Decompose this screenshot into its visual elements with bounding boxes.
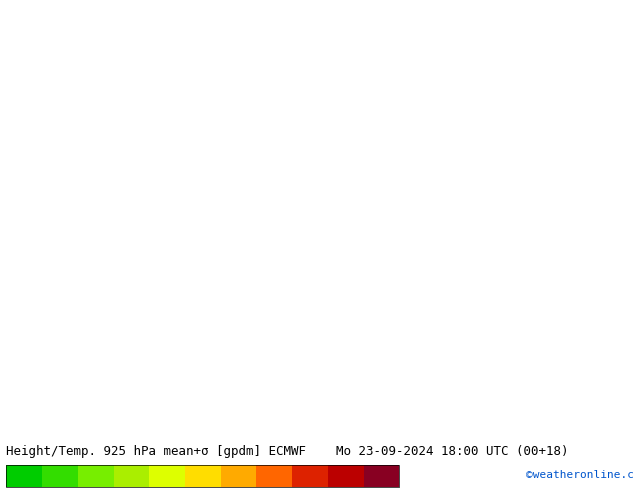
Bar (78, 466, 113, 488)
Text: Height/Temp. 925 hPa mean+σ [gpdm] ECMWF    Mo 23-09-2024 18:00 UTC (00+18): Height/Temp. 925 hPa mean+σ [gpdm] ECMWF… (6, 445, 569, 458)
Bar (6, 466, 399, 488)
Bar (221, 466, 257, 488)
Bar (292, 466, 328, 488)
Bar (42, 466, 78, 488)
Bar (257, 466, 292, 488)
Bar (113, 466, 149, 488)
Bar (185, 466, 221, 488)
Bar (364, 466, 399, 488)
Bar (6, 466, 42, 488)
Bar (149, 466, 185, 488)
Bar (328, 466, 364, 488)
Text: ©weatheronline.co.uk: ©weatheronline.co.uk (526, 469, 634, 480)
